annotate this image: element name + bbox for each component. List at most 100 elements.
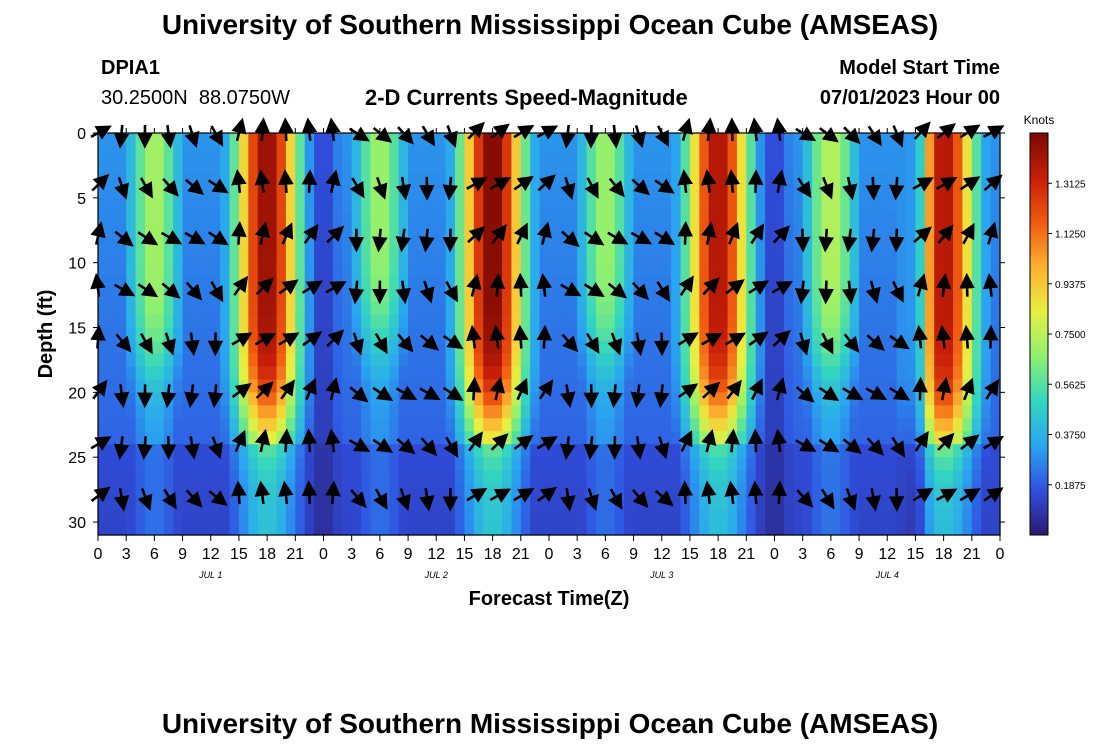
heat-cell bbox=[953, 236, 964, 251]
heat-cell bbox=[924, 171, 935, 186]
heat-cell bbox=[906, 288, 917, 303]
heat-cell bbox=[173, 483, 184, 497]
current-vector bbox=[935, 488, 958, 503]
heat-cell bbox=[116, 314, 127, 329]
heat-cell bbox=[455, 444, 466, 458]
heat-cell bbox=[765, 457, 776, 471]
heat-cell bbox=[483, 496, 494, 510]
heat-cell bbox=[483, 197, 494, 212]
heat-cell bbox=[802, 275, 813, 290]
heat-cell bbox=[671, 236, 682, 251]
heat-cell bbox=[595, 431, 606, 445]
heat-cell bbox=[671, 145, 682, 160]
heat-cell bbox=[502, 483, 513, 497]
heat-cell bbox=[455, 366, 466, 380]
x-tick-label: 9 bbox=[178, 546, 187, 563]
heat-cell bbox=[238, 496, 249, 510]
heat-cell bbox=[210, 431, 221, 445]
heat-cell bbox=[981, 236, 992, 251]
heat-cell bbox=[671, 522, 682, 536]
heat-cell bbox=[755, 249, 766, 264]
heat-cell bbox=[567, 457, 578, 471]
heat-cell bbox=[765, 522, 776, 536]
heat-cell bbox=[727, 418, 738, 432]
heat-cell bbox=[859, 392, 870, 406]
current-vector bbox=[184, 436, 200, 460]
heat-cell bbox=[595, 301, 606, 316]
heat-cell bbox=[248, 470, 259, 484]
heat-cell bbox=[699, 470, 710, 484]
heat-cell bbox=[473, 353, 484, 368]
heat-cell bbox=[201, 418, 212, 432]
heat-cell bbox=[614, 431, 625, 445]
heat-cell bbox=[558, 431, 569, 445]
heat-cell bbox=[943, 366, 954, 380]
heat-cell bbox=[417, 223, 428, 238]
heat-cell bbox=[351, 418, 362, 432]
heat-cell bbox=[323, 184, 334, 199]
heat-cell bbox=[332, 340, 343, 355]
heat-cell bbox=[426, 249, 437, 264]
heat-cell bbox=[699, 262, 710, 277]
heat-cell bbox=[332, 210, 343, 225]
heat-cell bbox=[370, 366, 381, 380]
heat-cell bbox=[379, 457, 390, 471]
heat-cell bbox=[473, 197, 484, 212]
heat-cell bbox=[173, 444, 184, 458]
heat-cell bbox=[483, 133, 494, 147]
heat-cell bbox=[642, 171, 653, 186]
heat-cell bbox=[520, 288, 531, 303]
current-vector bbox=[349, 386, 369, 403]
heat-cell bbox=[840, 223, 851, 238]
heat-cell bbox=[361, 470, 372, 484]
heat-cell bbox=[332, 392, 343, 406]
heat-cell bbox=[220, 522, 231, 536]
heat-cell bbox=[520, 197, 531, 212]
heat-cell bbox=[144, 431, 155, 445]
current-vector bbox=[795, 437, 817, 452]
heat-cell bbox=[765, 470, 776, 484]
heat-cell bbox=[877, 509, 888, 523]
heat-cell bbox=[445, 431, 456, 445]
heat-cell bbox=[680, 470, 691, 484]
heat-cell bbox=[135, 457, 146, 471]
heat-cell bbox=[238, 366, 249, 380]
current-vector bbox=[747, 428, 764, 453]
heat-cell bbox=[793, 509, 804, 523]
heat-cell bbox=[445, 353, 456, 368]
x-tick-label: 18 bbox=[709, 546, 727, 563]
heat-cell bbox=[652, 444, 663, 458]
heat-cell bbox=[107, 483, 118, 497]
heat-cell bbox=[351, 158, 362, 173]
heat-cell bbox=[144, 444, 155, 458]
heat-cell bbox=[868, 405, 879, 419]
x-tick-label: 15 bbox=[230, 546, 248, 563]
heat-cell bbox=[577, 301, 588, 316]
heat-cell bbox=[107, 431, 118, 445]
heat-cell bbox=[802, 405, 813, 419]
heat-cell bbox=[586, 145, 597, 160]
heat-cell bbox=[981, 314, 992, 329]
heat-cell bbox=[727, 470, 738, 484]
heat-cell bbox=[586, 262, 597, 277]
heat-cell bbox=[426, 366, 437, 380]
heat-cell bbox=[934, 431, 945, 445]
heat-cell bbox=[323, 158, 334, 173]
heat-cell bbox=[417, 145, 428, 160]
heat-cell bbox=[332, 496, 343, 510]
heat-cell bbox=[520, 522, 531, 536]
heat-cell bbox=[417, 392, 428, 406]
heat-cell bbox=[887, 444, 898, 458]
heat-cell bbox=[924, 522, 935, 536]
current-vector bbox=[513, 324, 529, 349]
heat-cell bbox=[990, 470, 1001, 484]
heat-cell bbox=[765, 327, 776, 342]
heat-cell bbox=[765, 210, 776, 225]
heat-cell bbox=[924, 483, 935, 497]
heat-cell bbox=[173, 353, 184, 368]
heat-cell bbox=[182, 496, 193, 510]
heat-cell bbox=[135, 249, 146, 264]
heat-cell bbox=[661, 509, 672, 523]
heat-cell bbox=[746, 327, 757, 342]
heat-cell bbox=[642, 145, 653, 160]
